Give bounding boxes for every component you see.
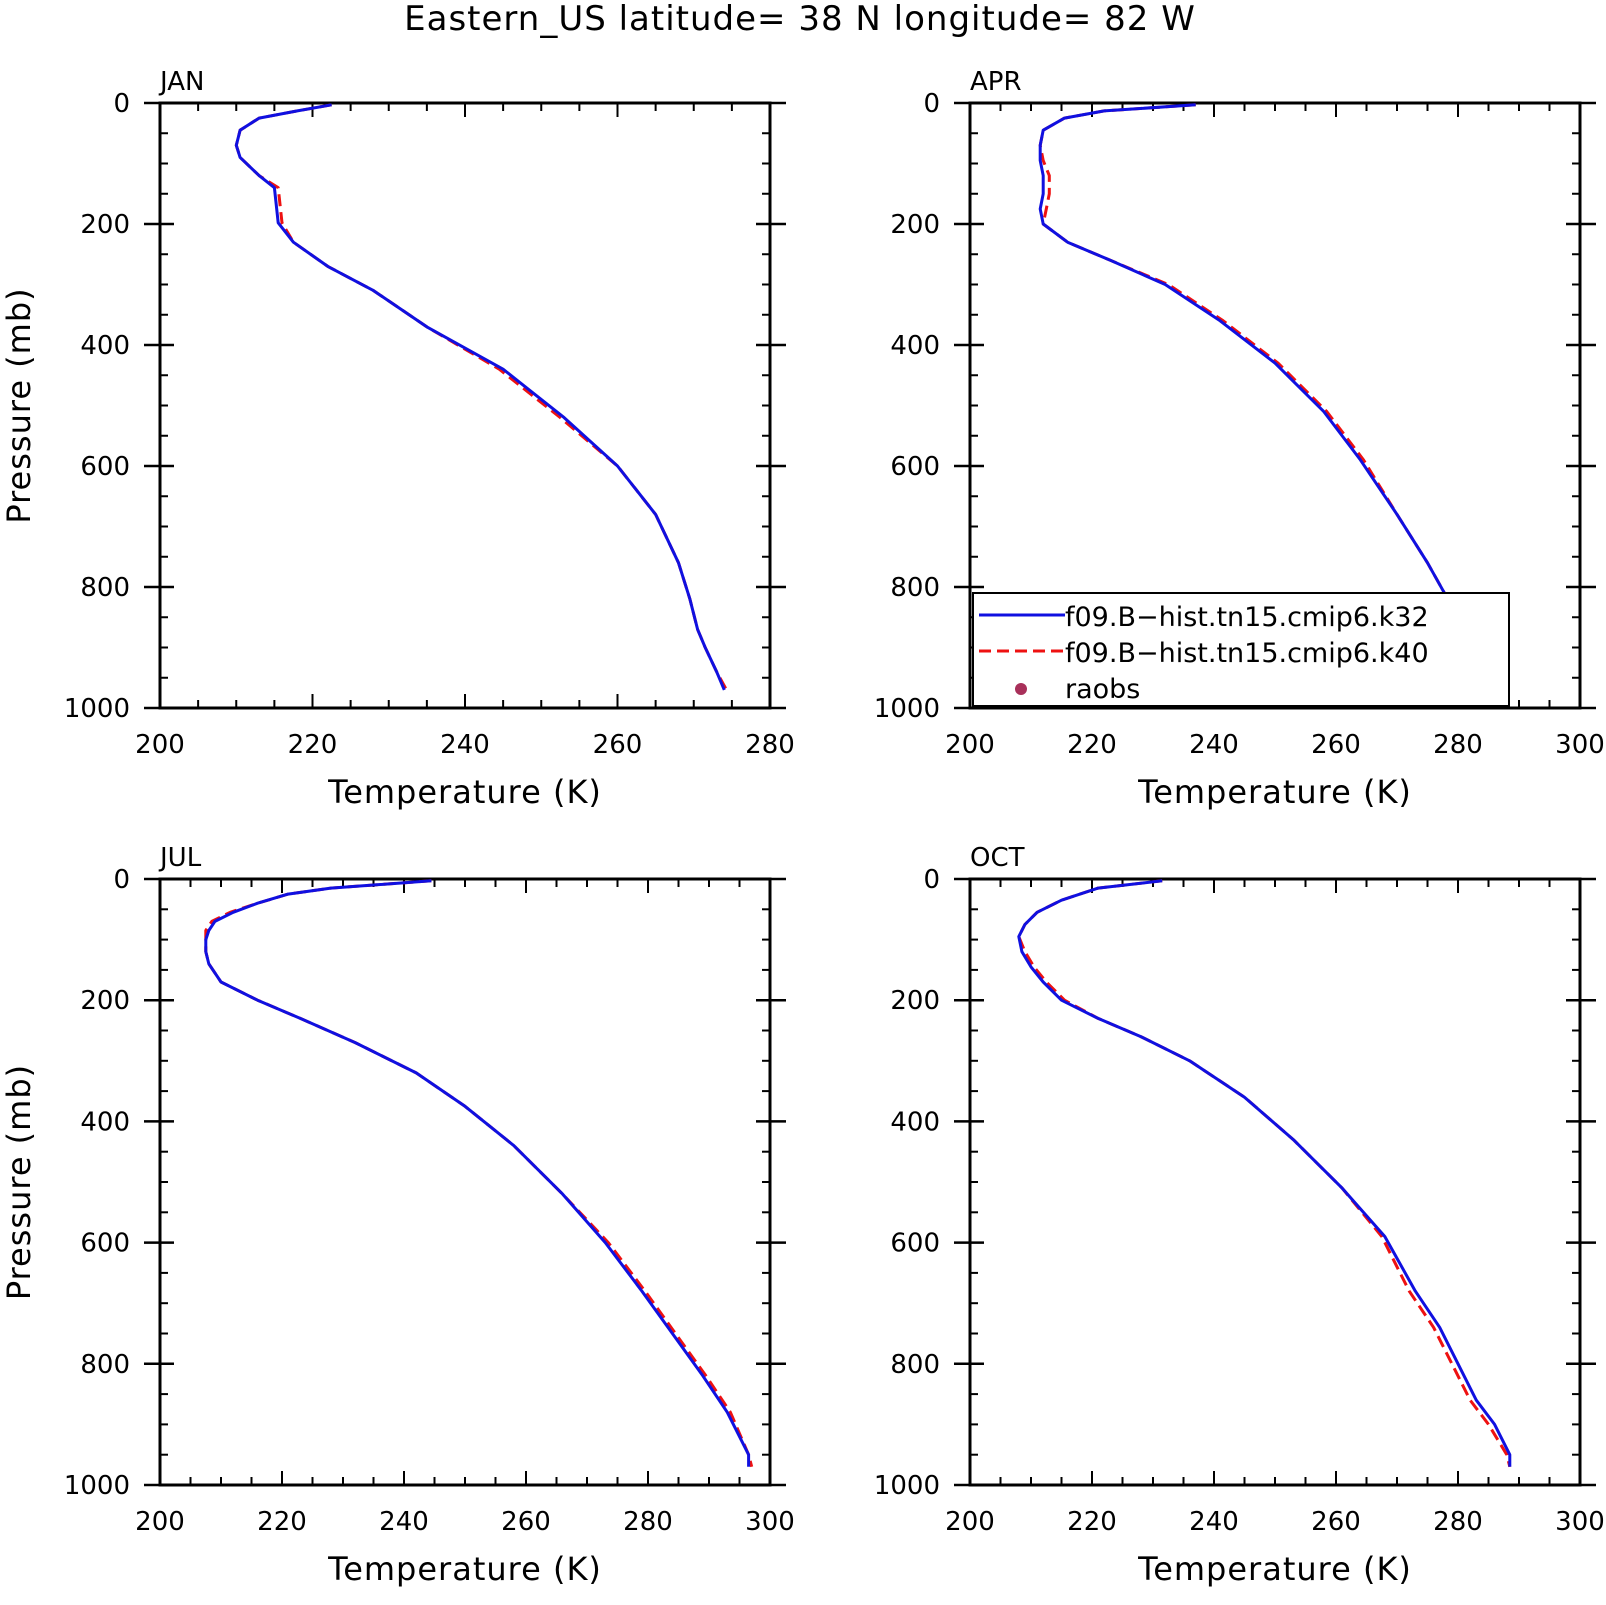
y-tick-label: 400 <box>80 1107 130 1137</box>
y-tick-label: 600 <box>80 1229 130 1259</box>
series-k32-line <box>1038 103 1503 691</box>
series-k40-line <box>204 879 754 1468</box>
panel-label: JAN <box>158 67 204 97</box>
panel-jan: JAN 200 220 240 260 280 0 200 400 600 800 1000 Tempe… <box>0 67 795 811</box>
y-axis-label: Pressure (mb) <box>0 1064 38 1300</box>
legend-marker-raobs <box>1015 683 1027 695</box>
y-tick-label: 0 <box>923 865 940 895</box>
x-tick-label: 220 <box>257 1507 307 1537</box>
series-k40-line <box>1017 879 1512 1468</box>
y-tick-label: 1000 <box>874 694 940 724</box>
y-tick-label: 800 <box>80 1350 130 1380</box>
x-tick-label: 280 <box>623 1507 673 1537</box>
x-tick-label: 260 <box>1311 1507 1361 1537</box>
x-tick-label: 240 <box>1189 1507 1239 1537</box>
x-axis-label: Temperature (K) <box>1137 773 1412 811</box>
panel-label: APR <box>970 67 1022 97</box>
legend-label: f09.B−hist.tn15.cmip6.k32 <box>1065 602 1429 633</box>
x-tick-label: 260 <box>1311 730 1361 760</box>
plot-frame <box>158 101 772 710</box>
series-k32-line <box>234 103 726 691</box>
legend-label: raobs <box>1065 674 1140 705</box>
x-tick-label: 240 <box>440 730 490 760</box>
x-axis-label: Temperature (K) <box>327 773 602 811</box>
x-tick-label: 300 <box>1555 730 1605 760</box>
y-tick-label: 800 <box>890 1350 940 1380</box>
y-tick-label: 600 <box>890 1229 940 1259</box>
x-tick-label: 280 <box>745 730 795 760</box>
y-tick-label: 200 <box>80 986 130 1016</box>
x-tick-label: 280 <box>1433 1507 1483 1537</box>
series-k32-line <box>1017 879 1512 1467</box>
x-tick-label: 280 <box>1433 730 1483 760</box>
x-tick-label: 200 <box>135 730 185 760</box>
panel-oct: OCT 200 220 240 260 280 300 0 200 400 600 800 1000 Te… <box>874 843 1605 1588</box>
x-axis-label: Temperature (K) <box>1137 1550 1412 1588</box>
y-tick-label: 400 <box>890 1107 940 1137</box>
panel-apr: APR 200 220 240 260 280 300 0 200 400 600 800 1000 Te… <box>874 67 1605 811</box>
panel-label: OCT <box>970 843 1025 873</box>
y-tick-label: 200 <box>890 986 940 1016</box>
plot-frame <box>968 877 1582 1487</box>
y-tick-label: 1000 <box>64 1471 130 1501</box>
series-k32-line <box>204 879 751 1467</box>
panel-label: JUL <box>158 843 202 873</box>
series-k40-line <box>234 103 730 694</box>
y-tick-label: 200 <box>890 210 940 240</box>
y-tick-label: 600 <box>80 452 130 482</box>
figure-title: Eastern_US latitude= 38 N longitude= 82 … <box>404 0 1196 39</box>
x-tick-label: 260 <box>501 1507 551 1537</box>
x-tick-label: 200 <box>945 1507 995 1537</box>
y-tick-label: 0 <box>113 89 130 119</box>
x-tick-label: 240 <box>379 1507 429 1537</box>
x-tick-label: 260 <box>593 730 643 760</box>
x-tick-label: 300 <box>745 1507 795 1537</box>
x-tick-label: 200 <box>945 730 995 760</box>
legend: f09.B−hist.tn15.cmip6.k32 f09.B−hist.tn15… <box>972 592 1510 707</box>
panels: JAN 200 220 240 260 280 0 200 400 600 800 1000 Tempe… <box>0 67 1605 1588</box>
x-tick-label: 220 <box>288 730 338 760</box>
x-axis-label: Temperature (K) <box>327 1550 602 1588</box>
y-tick-label: 400 <box>890 331 940 361</box>
y-tick-label: 200 <box>80 210 130 240</box>
x-tick-label: 220 <box>1067 1507 1117 1537</box>
y-tick-label: 800 <box>890 573 940 603</box>
y-tick-label: 0 <box>923 89 940 119</box>
x-tick-label: 200 <box>135 1507 185 1537</box>
legend-label: f09.B−hist.tn15.cmip6.k40 <box>1065 638 1429 669</box>
y-tick-label: 0 <box>113 865 130 895</box>
x-tick-label: 240 <box>1189 730 1239 760</box>
plot-frame <box>158 877 772 1487</box>
y-tick-label: 1000 <box>64 694 130 724</box>
y-tick-label: 1000 <box>874 1471 940 1501</box>
y-tick-label: 400 <box>80 331 130 361</box>
y-tick-label: 600 <box>890 452 940 482</box>
panel-jul: JUL 200 220 240 260 280 300 0 200 400 600 800 1000 Te… <box>0 843 795 1588</box>
x-tick-label: 220 <box>1067 730 1117 760</box>
x-tick-label: 300 <box>1555 1507 1605 1537</box>
y-tick-label: 800 <box>80 573 130 603</box>
y-axis-label: Pressure (mb) <box>0 287 38 523</box>
